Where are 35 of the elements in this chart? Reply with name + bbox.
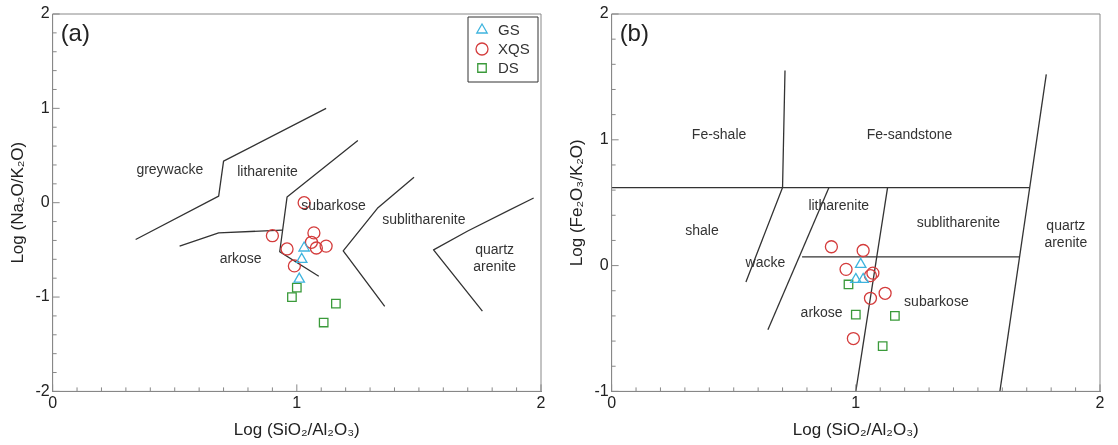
annotation: greywacke [136,160,204,177]
annotation: litharenite [237,163,299,180]
x-tick-label: 2 [536,394,546,412]
x-axis-title: Log (SiO₂/Al₂O₃) [233,420,360,440]
annotation: quartz arenite [473,240,517,274]
y-tick-label: 1 [599,130,609,148]
annotation: arkose [219,250,262,267]
chart-title: (a) [60,18,90,46]
annotation: arkose [800,304,843,321]
annotation: subarkose [301,197,366,214]
x-tick-label: 2 [1095,394,1105,412]
annotation: subarkose [904,292,969,309]
annotation: shale [685,222,719,239]
y-axis-title: Log (Na₂O/K₂O) [7,141,27,264]
legend-label: DS [498,59,519,77]
y-tick-label: 2 [599,4,609,22]
y-tick-label: -1 [594,381,609,399]
x-tick-label: 1 [851,394,861,412]
x-tick-label: 1 [292,394,302,412]
y-tick-label: 2 [40,4,50,22]
y-tick-label: 0 [599,256,609,274]
annotation: sublitharenite [382,210,466,227]
y-tick-label: -2 [35,381,50,399]
annotation: sublitharenite [916,213,1001,230]
y-tick-label: 0 [40,193,50,211]
annotation: Fe-sandstone [866,125,953,142]
x-axis-title: Log (SiO₂/Al₂O₃) [792,420,919,440]
annotation: Fe-shale [691,125,747,142]
y-axis-title: Log (Fe₂O₃/K₂O) [566,139,586,267]
legend-label: GS [498,21,520,39]
y-tick-label: -1 [35,287,50,305]
annotation: quartz arenite [1044,216,1088,250]
legend-label: XQS [498,40,530,58]
chart-title: (b) [619,18,649,46]
y-tick-label: 1 [40,98,50,116]
